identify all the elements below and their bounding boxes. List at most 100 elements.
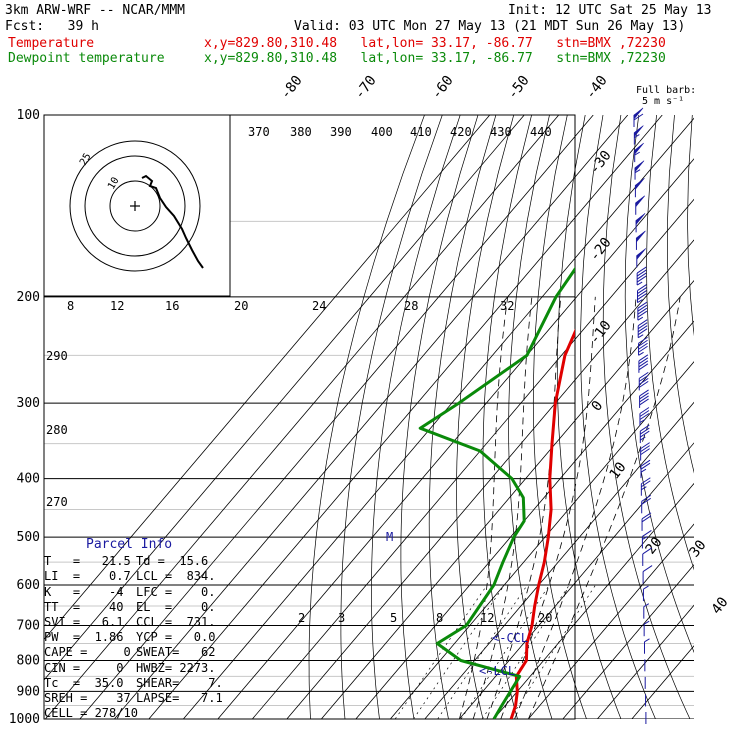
temperature-location: x,y=829.80,310.48 lat,lon= 33.17, -86.77…: [204, 36, 666, 51]
wind-barb-half: [634, 134, 640, 138]
isotherm-label: 10: [607, 459, 630, 482]
pressure-label: 400: [17, 472, 40, 487]
wind-barb-full: [640, 445, 650, 453]
isotherm-line: [631, 645, 694, 719]
temperature-curve: [509, 328, 575, 719]
isotherm-line: [493, 482, 694, 719]
wind-barb-full: [638, 377, 649, 385]
isotherm-label: -50: [505, 73, 533, 103]
parcel-info-left: T = 21.5: [44, 554, 131, 569]
theta-label: 420: [450, 125, 472, 139]
parcel-info-row: K = -4 LFC = 0.: [44, 585, 236, 600]
dry-adiabat: [667, 115, 694, 474]
wind-barb-full: [640, 459, 651, 467]
hodograph-ring: [84, 155, 186, 257]
wind-barb-half: [637, 334, 644, 339]
hodograph-trace: [141, 174, 204, 269]
wind-barb-full: [640, 462, 651, 470]
parcel-info-left: CIN = 0: [44, 660, 124, 675]
dry-adiabat: [508, 115, 553, 719]
isotherm-label: -60: [429, 73, 457, 103]
wind-barb-half: [640, 436, 646, 441]
isotherm-line: [286, 239, 694, 719]
wind-barb-full: [641, 515, 652, 523]
wind-barb-full: [639, 392, 649, 400]
theta-label: 270: [46, 495, 68, 509]
wind-barb-full: [642, 565, 653, 572]
parcel-info-left: Tc = 35.0: [44, 675, 124, 690]
wind-barb-full: [639, 413, 650, 420]
wind-barb-half: [641, 486, 647, 491]
parcel-info-right: CCL = 731.: [136, 615, 216, 630]
mixing-ratio-label: 12: [480, 611, 494, 625]
wind-barb-full: [637, 290, 647, 298]
isotherm-line: [113, 115, 629, 719]
plot-frame: [43, 114, 576, 720]
wind-barb-full: [637, 310, 648, 318]
mixing-ratio-line: [460, 584, 550, 719]
parcel-info-panel: Parcel Info T = 21.5 Td = 15.6 LI = 0.7 LCL…: [44, 537, 236, 729]
wind-barb-flag: [635, 213, 646, 226]
temperature-legend: Temperature: [8, 36, 95, 51]
isotherm-line: [217, 158, 694, 719]
wind-barb-full: [641, 494, 651, 502]
wind-barb-full: [639, 389, 649, 397]
theta-label: 380: [290, 125, 312, 139]
wind-barb-full: [638, 374, 649, 382]
isotherm-line: [44, 115, 525, 681]
wind-barb-flag: [633, 107, 644, 120]
isotherm-label: -70: [352, 73, 380, 103]
theta-label: 410: [410, 125, 432, 139]
wind-barb-full: [638, 363, 649, 371]
wind-barb-full: [636, 269, 647, 277]
parcel-info-right: HWBZ= 2273.: [136, 660, 216, 675]
wind-barb-full: [637, 284, 647, 292]
hodograph-speed-label: 24: [312, 299, 326, 313]
isotherm-label: 0: [589, 398, 607, 414]
wind-barb-half: [643, 603, 650, 608]
wind-barb-full: [637, 328, 648, 336]
ccl-marker: <-CCL: [492, 631, 528, 645]
dry-adiabat: [687, 115, 694, 337]
isotherm-line: [527, 523, 694, 719]
wind-barb-full: [638, 357, 649, 365]
theta-label: 440: [530, 125, 552, 139]
mixing-ratio-label: 20: [538, 611, 552, 625]
theta-label: 280: [46, 423, 68, 437]
hodograph-speed-label: 32: [500, 299, 514, 313]
wind-barb-full: [642, 529, 652, 537]
dry-adiabat: [580, 115, 656, 719]
wind-barb-full: [638, 342, 648, 350]
hodograph-ring: [69, 140, 201, 272]
dry-adiabat: [340, 115, 443, 719]
hodograph-ring: [109, 180, 161, 232]
wind-barb-full: [639, 410, 650, 417]
wind-barb-full: [639, 395, 649, 403]
parcel-info-left: SVI = 6.1: [44, 615, 124, 630]
wind-barb-half: [640, 468, 647, 473]
wind-barb-full: [637, 304, 648, 312]
theta-label: 400: [371, 125, 393, 139]
wind-barb-full: [639, 398, 649, 406]
parcel-info-row: SREH = 37 LAPSE= 7.1: [44, 691, 236, 706]
parcel-info-right: EL = 0.: [136, 599, 216, 614]
moist-adiabat: [486, 296, 562, 719]
parcel-info-title: Parcel Info: [86, 537, 173, 552]
dry-adiabat: [708, 115, 740, 732]
dry-adiabat: [456, 115, 515, 719]
isotherm-line: [562, 564, 694, 719]
parcel-info-right: LFC = 0.: [136, 584, 216, 599]
forecast-hour: Fcst: 39 h: [5, 19, 99, 34]
wind-barb-full: [638, 371, 649, 379]
parcel-info-row: TT = 40 EL = 0.: [44, 600, 236, 615]
isotherm-line: [355, 320, 694, 719]
dry-adiabat: [602, 115, 691, 719]
wind-barb-half: [637, 316, 644, 321]
parcel-info-left: PW = 1.86: [44, 630, 124, 645]
parcel-info-right: SWEAT= 62: [136, 645, 216, 660]
parcel-info-row: PW = 1.86 YCP = 0.0: [44, 630, 236, 645]
dry-adiabat: [532, 115, 587, 719]
isotherm-label: -10: [587, 318, 615, 348]
pressure-label: 500: [17, 530, 40, 545]
parcel-info-row: CELL = 278/10: [44, 706, 236, 721]
